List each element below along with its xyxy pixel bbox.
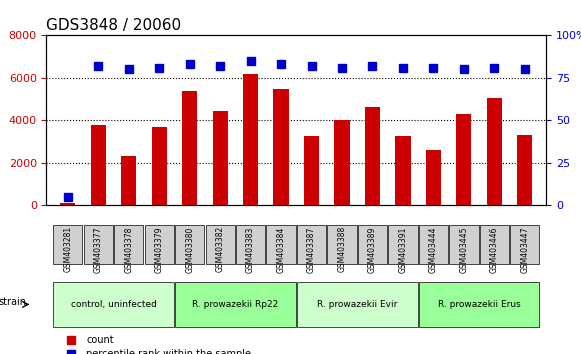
Bar — [60, 203, 76, 205]
FancyBboxPatch shape — [114, 225, 144, 264]
FancyBboxPatch shape — [388, 225, 418, 264]
Bar — [121, 156, 137, 205]
FancyBboxPatch shape — [84, 225, 113, 264]
Bar — [395, 136, 411, 205]
Text: count: count — [87, 335, 114, 345]
FancyBboxPatch shape — [206, 225, 235, 264]
Bar — [517, 135, 532, 205]
Text: GSM403447: GSM403447 — [521, 226, 529, 273]
FancyBboxPatch shape — [510, 225, 539, 264]
FancyBboxPatch shape — [480, 225, 509, 264]
FancyBboxPatch shape — [236, 225, 266, 264]
FancyBboxPatch shape — [449, 225, 479, 264]
Bar — [335, 120, 350, 205]
Bar — [91, 125, 106, 205]
Text: GSM403391: GSM403391 — [399, 226, 407, 273]
Text: GSM403445: GSM403445 — [460, 226, 468, 273]
FancyBboxPatch shape — [358, 225, 387, 264]
Bar — [274, 88, 289, 205]
Text: GSM403382: GSM403382 — [216, 226, 225, 273]
Text: GSM403383: GSM403383 — [246, 226, 255, 273]
Bar — [487, 98, 502, 205]
Text: GDS3848 / 20060: GDS3848 / 20060 — [46, 18, 182, 33]
Text: GSM403389: GSM403389 — [368, 226, 377, 273]
FancyBboxPatch shape — [297, 282, 418, 327]
FancyBboxPatch shape — [267, 225, 296, 264]
Text: strain: strain — [0, 297, 26, 307]
Bar — [213, 111, 228, 205]
Bar — [426, 150, 441, 205]
Bar — [304, 136, 319, 205]
FancyBboxPatch shape — [175, 282, 296, 327]
FancyBboxPatch shape — [175, 225, 205, 264]
Text: R. prowazekii Erus: R. prowazekii Erus — [437, 300, 521, 309]
Text: GSM403446: GSM403446 — [490, 226, 499, 273]
FancyBboxPatch shape — [145, 225, 174, 264]
FancyBboxPatch shape — [53, 225, 83, 264]
Bar — [243, 74, 258, 205]
Text: GSM403378: GSM403378 — [124, 226, 133, 273]
Bar — [152, 127, 167, 205]
Text: GSM403377: GSM403377 — [94, 226, 103, 273]
Text: GSM403444: GSM403444 — [429, 226, 438, 273]
Text: percentile rank within the sample: percentile rank within the sample — [87, 349, 252, 354]
FancyBboxPatch shape — [327, 225, 357, 264]
Text: R. prowazekii Rp22: R. prowazekii Rp22 — [192, 300, 278, 309]
Text: GSM403388: GSM403388 — [338, 226, 346, 273]
Bar — [456, 114, 472, 205]
Text: GSM403379: GSM403379 — [155, 226, 164, 273]
Bar — [182, 91, 198, 205]
FancyBboxPatch shape — [419, 225, 448, 264]
Text: GSM403281: GSM403281 — [63, 226, 72, 272]
Text: GSM403380: GSM403380 — [185, 226, 194, 273]
FancyBboxPatch shape — [297, 225, 326, 264]
FancyBboxPatch shape — [419, 282, 539, 327]
Bar — [365, 107, 380, 205]
Text: control, uninfected: control, uninfected — [70, 300, 156, 309]
Text: GSM403384: GSM403384 — [277, 226, 286, 273]
Text: R. prowazekii Evir: R. prowazekii Evir — [317, 300, 397, 309]
Text: GSM403387: GSM403387 — [307, 226, 316, 273]
FancyBboxPatch shape — [53, 282, 174, 327]
